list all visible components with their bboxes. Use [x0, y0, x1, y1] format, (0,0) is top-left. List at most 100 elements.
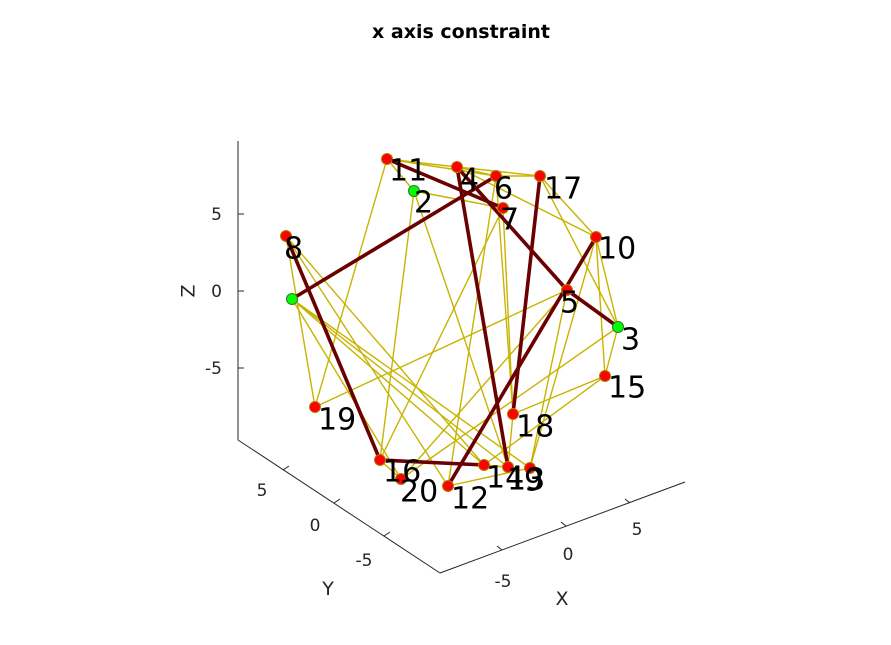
- thin-edge: [604, 326, 619, 377]
- node-label: 11: [389, 154, 427, 189]
- thin-edge: [595, 236, 606, 377]
- thick-edge: [284, 234, 382, 462]
- node-marker: [590, 231, 602, 243]
- node-marker: [280, 230, 292, 242]
- thick-edge: [385, 157, 505, 210]
- thin-edge: [539, 175, 597, 238]
- thin-edge: [291, 298, 509, 468]
- thick-edge: [378, 458, 486, 467]
- thin-edge: [379, 190, 415, 461]
- node-marker: [502, 461, 514, 473]
- thin-edge: [285, 235, 316, 408]
- node-label: 13: [507, 463, 545, 498]
- thin-edge: [595, 236, 619, 328]
- node-label: 7: [500, 203, 519, 238]
- constrained-node-marker: [286, 293, 298, 305]
- node-marker: [524, 462, 536, 474]
- x-tick-minus5: [496, 545, 503, 551]
- y-axis-line: [237, 439, 441, 574]
- nodes: [280, 153, 624, 492]
- node-label: 9: [524, 464, 543, 499]
- chart-title: x axis constraint: [372, 21, 550, 43]
- thick-edge: [565, 288, 620, 329]
- node-label: 18: [516, 410, 554, 445]
- z-axis-label: Z: [178, 284, 200, 297]
- node-label: 20: [400, 475, 438, 510]
- thick-edge: [446, 235, 598, 488]
- thin-edge: [285, 235, 449, 487]
- node-marker: [451, 161, 463, 173]
- axes: 5 0 -5 5 0 -5 -5 0 5 Z Y X: [178, 141, 686, 610]
- node-marker: [561, 284, 573, 296]
- x-tick-label: 5: [632, 520, 643, 540]
- z-tick-label: 5: [211, 205, 222, 225]
- node-label: 8: [284, 232, 303, 267]
- thick-edge: [455, 165, 569, 292]
- thin-edge: [291, 298, 531, 469]
- node-label: 12: [451, 482, 489, 517]
- thin-edge: [447, 467, 531, 487]
- node-label: 10: [598, 232, 636, 267]
- node-label: 15: [608, 371, 646, 406]
- thin-edge: [507, 413, 514, 468]
- thick-edges: [284, 157, 620, 488]
- thin-edge: [529, 289, 568, 469]
- thin-edge: [456, 166, 597, 238]
- node-label: 4: [460, 163, 479, 198]
- x-tick-0: [560, 521, 567, 527]
- y-tick-5: [282, 465, 290, 471]
- thin-edge: [386, 158, 415, 192]
- node-label: 6: [494, 172, 513, 207]
- x-tick-5: [624, 498, 631, 504]
- constrained-node-marker: [408, 185, 420, 197]
- x-axis-label: X: [555, 588, 568, 610]
- node-marker: [381, 153, 393, 165]
- node-label: 19: [318, 403, 356, 438]
- z-tick-label: -5: [205, 359, 222, 379]
- y-tick-minus5: [383, 531, 391, 537]
- node-label: 14: [486, 461, 524, 496]
- thin-edge: [291, 298, 485, 466]
- x-tick-label: 0: [563, 545, 574, 565]
- thin-edge: [539, 175, 619, 328]
- thin-edge: [400, 326, 619, 480]
- node-marker: [395, 473, 407, 485]
- node-marker: [374, 454, 386, 466]
- node-label: 5: [560, 286, 579, 321]
- x-tick-label: -5: [495, 572, 512, 592]
- node-marker: [507, 408, 519, 420]
- node-marker: [442, 480, 454, 492]
- node-label: 3: [621, 323, 640, 358]
- y-tick-0: [333, 498, 341, 504]
- node-marker: [599, 370, 611, 382]
- node-marker: [478, 459, 490, 471]
- thin-edges: [285, 158, 619, 487]
- thin-edge: [529, 236, 597, 469]
- node-marker: [490, 170, 502, 182]
- node-label: 2: [414, 186, 433, 221]
- node-label: 17: [544, 172, 582, 207]
- thin-edge: [314, 158, 388, 408]
- y-tick-label: 5: [257, 481, 268, 501]
- y-tick-label: -5: [356, 551, 373, 571]
- constrained-node-marker: [612, 321, 624, 333]
- y-tick-label: 0: [310, 516, 321, 536]
- thin-edge: [447, 175, 497, 487]
- node-label: 16: [383, 455, 421, 490]
- thick-edge: [511, 174, 542, 416]
- thin-edge: [285, 235, 485, 466]
- node-marker: [497, 202, 509, 214]
- thin-edge: [386, 158, 497, 177]
- thin-edge: [456, 166, 497, 177]
- y-axis-label: Y: [321, 578, 334, 600]
- thin-edge: [413, 190, 509, 468]
- node-marker: [534, 170, 546, 182]
- z-tick-label: 0: [211, 282, 222, 302]
- x-axis-line: [439, 481, 686, 574]
- thin-edge: [291, 298, 402, 480]
- thin-edge: [379, 207, 504, 461]
- node-marker: [309, 401, 321, 413]
- thin-edge: [512, 375, 606, 415]
- thin-edge: [400, 289, 568, 480]
